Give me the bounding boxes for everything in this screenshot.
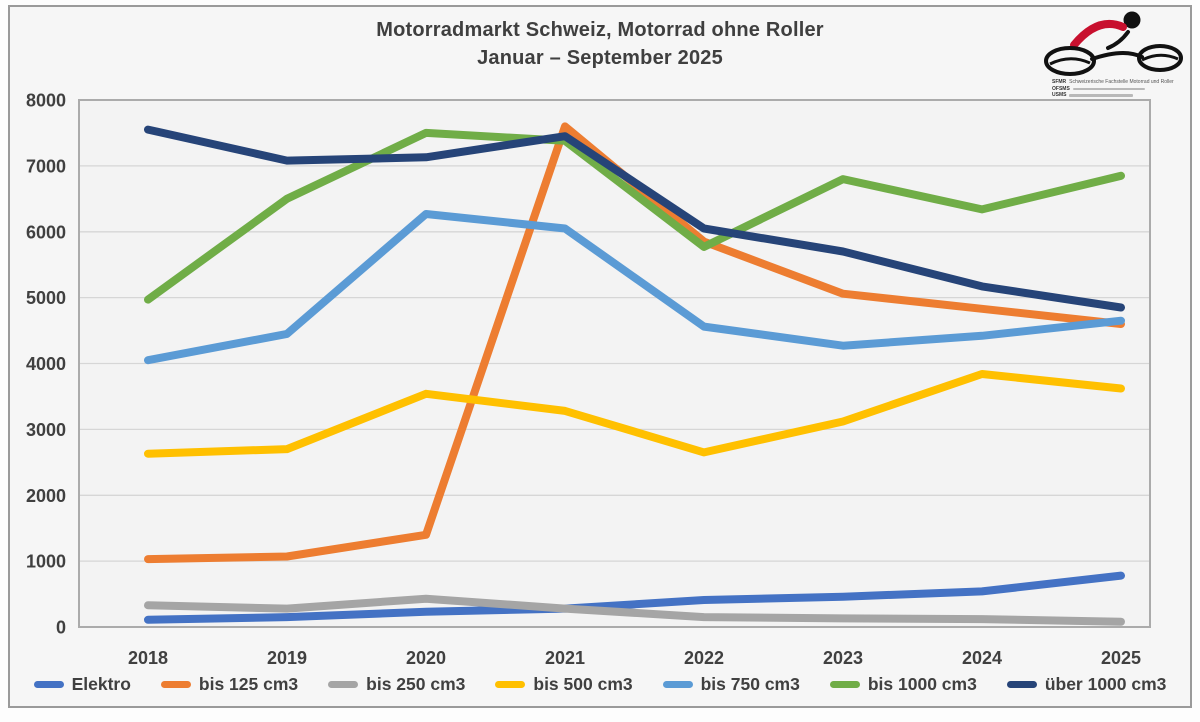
- x-tick-label: 2024: [962, 648, 1002, 668]
- x-tick-label: 2021: [545, 648, 585, 668]
- plot-border: [78, 99, 1151, 628]
- legend-swatch-icon: [160, 681, 191, 688]
- series-line-bis-500-cm3: [144, 370, 1125, 458]
- legend-item-bis-125-cm3: bis 125 cm3: [160, 674, 299, 695]
- x-tick-label: 2022: [684, 648, 724, 668]
- legend-label: bis 500 cm3: [533, 674, 633, 694]
- series-line-bis-250-cm3: [144, 594, 1125, 626]
- chart-title-line2: Januar – September 2025: [477, 47, 723, 69]
- chart-legend: Elektro bis 125 cm3 bis 250 cm3 bis 500 cm3…: [0, 674, 1200, 695]
- legend-swatch-icon: [33, 681, 64, 688]
- y-tick-label: 0: [56, 618, 66, 638]
- chart-title: Motorradmarkt Schweiz, Motorrad ohne Rol…: [0, 16, 1200, 72]
- y-tick-label: 4000: [26, 354, 66, 374]
- x-tick-label: 2023: [823, 648, 863, 668]
- legend-swatch-icon: [829, 681, 860, 688]
- logo-caption-line2: OFSMS: [1052, 85, 1182, 92]
- logo-text-1: Schweizerische Fachstelle Motorrad und R…: [1069, 79, 1174, 85]
- logo-text-2-bar: [1072, 87, 1145, 91]
- legend-label: über 1000 cm3: [1044, 674, 1167, 694]
- y-tick-label: 5000: [26, 288, 66, 308]
- y-tick-label: 7000: [26, 156, 66, 176]
- logo-acronym-2: OFSMS: [1052, 85, 1070, 92]
- legend-label: bis 1000 cm3: [867, 674, 977, 694]
- legend-label: bis 125 cm3: [198, 674, 299, 694]
- legend-swatch-icon: [662, 681, 693, 688]
- logo-acronym-1: SFMR: [1052, 79, 1067, 85]
- legend-item-bis-1000-cm3: bis 1000 cm3: [829, 674, 977, 695]
- series-line-ber-1000-cm3: [144, 125, 1125, 312]
- y-tick-label: 1000: [26, 552, 66, 572]
- legend-swatch-icon: [328, 681, 359, 688]
- legend-swatch-icon: [1006, 681, 1037, 688]
- legend-label: bis 750 cm3: [700, 674, 800, 694]
- legend-label: bis 250 cm3: [366, 674, 466, 694]
- y-tick-label: 6000: [26, 222, 66, 242]
- logo-caption-line3: USMS: [1052, 93, 1182, 98]
- legend-item-bis-750-cm3: bis 750 cm3: [662, 674, 800, 695]
- legend-item-elektro: Elektro: [33, 674, 131, 695]
- y-tick-label: 3000: [26, 420, 66, 440]
- sfmr-logo: SFMR Schweizerische Fachstelle Motorrad …: [1038, 8, 1190, 100]
- x-tick-label: 2018: [128, 648, 168, 668]
- x-tick-label: 2019: [267, 648, 307, 668]
- legend-item-bis-500-cm3: bis 500 cm3: [495, 674, 633, 695]
- series-line-elektro: [144, 571, 1125, 624]
- logo-caption: SFMR Schweizerische Fachstelle Motorrad …: [1052, 80, 1182, 98]
- legend-item-ber-1000-cm3: über 1000 cm3: [1006, 674, 1167, 695]
- legend-swatch-icon: [495, 681, 526, 688]
- motorcycle-logo-icon: [1044, 11, 1183, 76]
- chart-title-line1: Motorradmarkt Schweiz, Motorrad ohne Rol…: [376, 19, 824, 41]
- x-tick-label: 2020: [406, 648, 446, 668]
- y-tick-label: 8000: [26, 91, 66, 111]
- y-tick-label: 2000: [26, 486, 66, 506]
- legend-label: Elektro: [71, 674, 131, 694]
- series-line-bis-750-cm3: [144, 210, 1125, 365]
- logo-acronym-3: USMS: [1052, 92, 1067, 98]
- logo-caption-line1: SFMR Schweizerische Fachstelle Motorrad …: [1052, 80, 1182, 85]
- series-line-bis-1000-cm3: [144, 128, 1125, 304]
- x-tick-label: 2025: [1101, 648, 1141, 668]
- logo-text-3-bar: [1069, 94, 1134, 97]
- legend-item-bis-250-cm3: bis 250 cm3: [328, 674, 465, 695]
